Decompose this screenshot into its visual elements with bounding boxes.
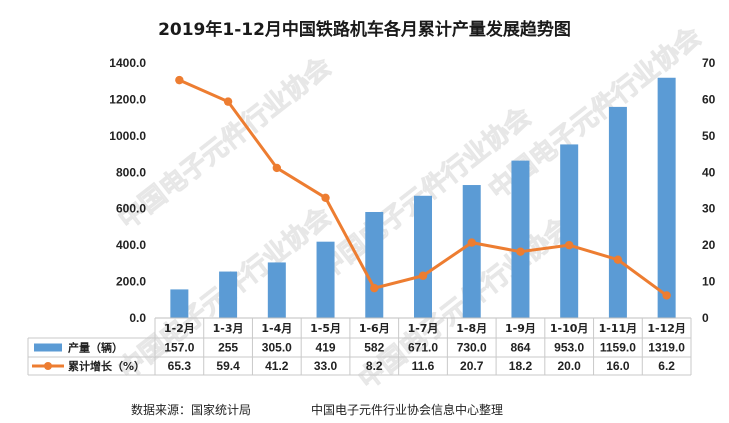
- left-axis-tick-label: 400.0: [116, 238, 146, 252]
- bar-value-label: 730.0: [457, 341, 487, 355]
- line-point: [564, 240, 574, 250]
- line-value-label: 59.4: [216, 359, 240, 373]
- bar: [560, 144, 579, 318]
- legend-swatch-bar: [34, 343, 62, 352]
- left-axis-tick-label: 800.0: [116, 165, 146, 179]
- line-value-label: 18.2: [509, 359, 533, 373]
- right-axis-tick-label: 0: [702, 311, 709, 325]
- chart-title: 2019年1-12月中国铁路机车各月累计产量发展趋势图: [158, 19, 571, 40]
- category-label: 1-8月: [456, 322, 487, 335]
- left-axis-tick-label: 200.0: [116, 275, 146, 289]
- line-value-label: 11.6: [412, 359, 435, 373]
- category-label: 1-3月: [213, 322, 244, 335]
- category-label: 1-5月: [310, 322, 341, 335]
- bar: [267, 262, 286, 318]
- right-axis-tick-label: 70: [702, 56, 716, 70]
- line-value-label: 33.0: [314, 359, 338, 373]
- line-point: [272, 163, 282, 173]
- line-point: [613, 255, 623, 264]
- bar: [170, 289, 189, 318]
- source-note: 数据来源：国家统计局: [131, 402, 251, 417]
- bar: [316, 241, 335, 318]
- left-axis-tick-label: 1000.0: [109, 129, 146, 143]
- bar-value-label: 1159.0: [600, 341, 636, 355]
- line-point: [516, 247, 525, 256]
- bar-value-label: 864: [510, 341, 530, 355]
- org-note: 中国电子元件行业协会信息中心整理: [311, 402, 503, 417]
- line-point: [223, 97, 233, 106]
- bar: [414, 195, 432, 318]
- bar-value-label: 419: [316, 341, 336, 355]
- bar-value-label: 582: [364, 341, 384, 355]
- category-label: 1-4月: [261, 322, 292, 335]
- line-point: [418, 271, 428, 280]
- bar: [219, 271, 238, 318]
- category-label: 1-10月: [550, 322, 589, 335]
- right-axis-tick-label: 10: [702, 275, 716, 289]
- category-label: 1-2月: [164, 322, 195, 335]
- bar: [657, 77, 676, 318]
- line-value-label: 6.2: [658, 359, 675, 373]
- line-value-label: 20.0: [558, 359, 582, 373]
- legend-swatch-marker: [44, 362, 52, 370]
- left-axis-tick-label: 600.0: [116, 202, 146, 216]
- line-point: [321, 193, 330, 202]
- bar-value-label: 305.0: [262, 341, 292, 355]
- bar: [365, 211, 384, 318]
- bar: [608, 106, 627, 319]
- bar-value-label: 953.0: [554, 341, 584, 355]
- line-value-label: 20.7: [460, 359, 484, 373]
- category-label: 1-6月: [359, 322, 390, 335]
- line-point: [370, 283, 379, 293]
- legend-label-bar: 产量（辆）: [68, 341, 123, 355]
- bar-value-label: 671.0: [408, 341, 438, 355]
- legend-label-line: 累计增长（%）: [68, 359, 145, 373]
- line-value-label: 41.2: [265, 359, 289, 373]
- category-label: 1-12月: [647, 322, 686, 335]
- category-label: 1-7月: [408, 322, 439, 335]
- left-axis-tick-label: 1200.0: [109, 92, 146, 106]
- line-point: [467, 238, 476, 247]
- line-value-label: 8.2: [366, 359, 383, 373]
- watermark-text: 中国电子元件行业协会: [113, 51, 337, 236]
- bar-series: [170, 77, 676, 319]
- line-point: [662, 291, 671, 300]
- line-value-label: 65.3: [168, 359, 192, 373]
- right-axis: 0 10 20 30 40 50 60 70: [702, 56, 716, 325]
- right-axis-tick-label: 20: [702, 238, 716, 252]
- left-axis-tick-label: 1400.0: [109, 56, 146, 70]
- line-series: [175, 75, 671, 300]
- bar-value-label: 255: [218, 341, 238, 355]
- right-axis-tick-label: 60: [702, 92, 716, 106]
- right-axis-tick-label: 30: [702, 202, 716, 216]
- bar-value-label: 157.0: [164, 341, 194, 355]
- left-axis-tick-label: 0.0: [129, 311, 146, 325]
- right-axis-tick-label: 50: [702, 129, 716, 143]
- right-axis-tick-label: 40: [702, 165, 716, 179]
- bar-value-label: 1319.0: [648, 341, 685, 355]
- left-axis: 0.0 200.0 400.0 600.0 800.0 1000.0 1200.0 1400.…: [109, 56, 146, 325]
- line-value-label: 16.0: [606, 359, 630, 373]
- category-label: 1-9月: [505, 322, 536, 335]
- bar: [462, 185, 481, 318]
- line-point: [175, 75, 184, 85]
- category-label: 1-11月: [599, 322, 638, 335]
- bar: [511, 160, 530, 318]
- data-table: 1-2月 1-3月 1-4月 1-5月 1-6月 1-7月 1-8月 1-9月 1-10月 1-1…: [27, 317, 692, 376]
